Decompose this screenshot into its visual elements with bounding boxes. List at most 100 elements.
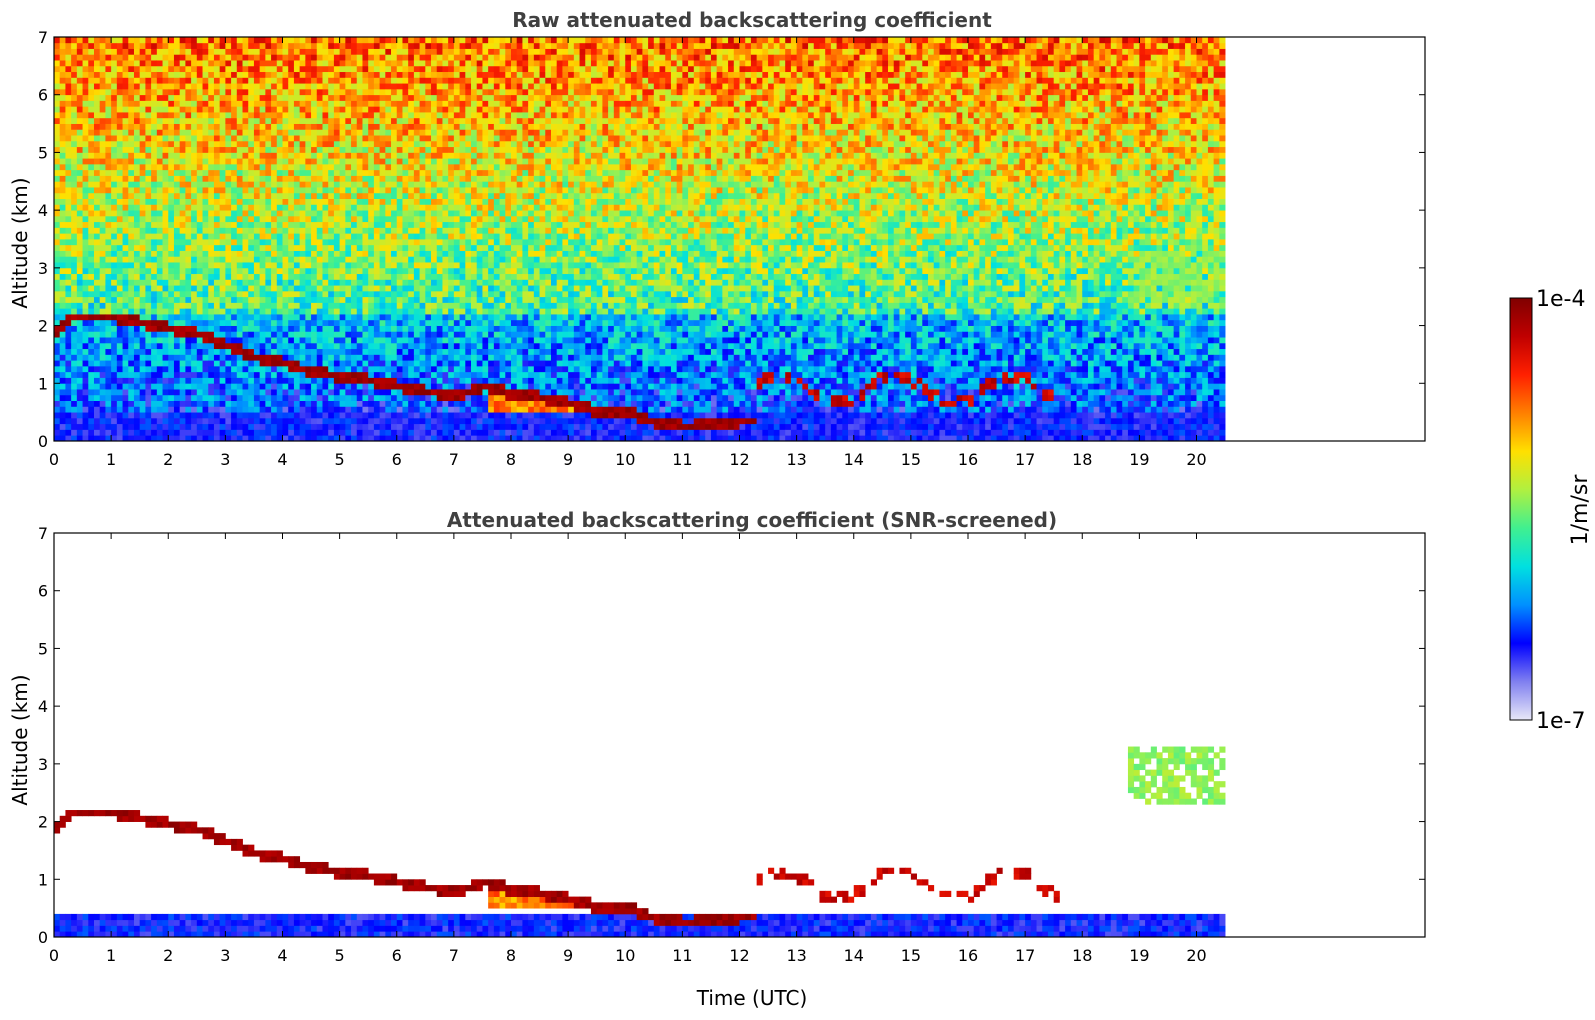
heatmap-cell: [419, 71, 426, 78]
heatmap-cell: [436, 129, 443, 136]
heatmap-cell: [99, 48, 106, 55]
heatmap-cell: [133, 198, 141, 205]
heatmap-cell: [202, 325, 209, 332]
heatmap-cell: [282, 354, 289, 361]
heatmap-cell: [139, 435, 146, 442]
heatmap-cell: [345, 123, 352, 130]
heatmap-cell: [139, 348, 146, 355]
heatmap-cell: [253, 412, 261, 419]
heatmap-cell: [368, 140, 375, 148]
heatmap-cell: [208, 100, 215, 107]
heatmap-cell: [322, 331, 329, 338]
heatmap-cell: [145, 187, 152, 194]
heatmap-cell: [236, 227, 243, 234]
heatmap-cell: [253, 290, 261, 298]
heatmap-cell: [82, 42, 89, 49]
heatmap-cell: [225, 406, 232, 413]
heatmap-cell: [173, 221, 181, 228]
heatmap-cell: [328, 273, 335, 280]
heatmap-cell: [133, 112, 141, 119]
heatmap-cell: [116, 227, 123, 234]
heatmap-cell: [391, 371, 398, 378]
heatmap-cell: [54, 435, 61, 442]
heatmap-cell: [413, 123, 420, 130]
heatmap-cell: [419, 429, 426, 436]
heatmap-cell: [242, 210, 249, 217]
heatmap-cell: [413, 412, 420, 419]
heatmap-cell: [293, 152, 301, 159]
heatmap-cell: [139, 112, 146, 119]
heatmap-cell: [288, 302, 295, 309]
heatmap-cell: [339, 42, 346, 49]
heatmap-cell: [339, 423, 346, 430]
heatmap-cell: [322, 319, 329, 326]
heatmap-cell: [453, 37, 460, 44]
heatmap-cell: [408, 256, 415, 263]
heatmap-cell: [93, 210, 101, 217]
heatmap-cell: [71, 204, 78, 211]
heatmap-cell: [271, 129, 278, 136]
heatmap-cell: [242, 389, 249, 396]
heatmap-cell: [236, 83, 243, 90]
heatmap-cell: [219, 94, 226, 101]
heatmap-cell: [299, 267, 306, 275]
heatmap-cell: [391, 83, 398, 90]
heatmap-cell: [145, 71, 152, 78]
heatmap-cell: [168, 377, 175, 384]
heatmap-cell: [179, 273, 186, 280]
heatmap-cell: [351, 239, 358, 246]
heatmap-cell: [179, 187, 186, 194]
heatmap-cell: [128, 112, 135, 119]
heatmap-cell: [293, 163, 301, 171]
heatmap-cell: [248, 348, 255, 355]
heatmap-cell: [322, 256, 329, 263]
heatmap-cell: [173, 227, 181, 234]
heatmap-cell: [339, 389, 346, 396]
heatmap-cell: [391, 181, 398, 188]
heatmap-cell: [179, 290, 186, 298]
heatmap-cell: [368, 273, 375, 280]
heatmap-cell: [93, 423, 101, 430]
heatmap-cell: [248, 77, 255, 84]
heatmap-cell: [111, 192, 118, 199]
heatmap-cell: [328, 279, 335, 286]
heatmap-cell: [413, 65, 420, 73]
heatmap-cell: [54, 302, 61, 309]
heatmap-cell: [54, 221, 61, 228]
heatmap-cell: [362, 71, 369, 78]
heatmap-cell: [391, 435, 398, 442]
heatmap-cell: [236, 169, 243, 176]
heatmap-cell: [162, 417, 169, 425]
heatmap-cell: [379, 325, 386, 332]
heatmap-cell: [385, 435, 392, 442]
heatmap-cell: [265, 400, 272, 407]
heatmap-cell: [231, 48, 238, 55]
heatmap-cell: [356, 244, 363, 251]
heatmap-cell: [122, 117, 129, 124]
heatmap-cell: [139, 325, 146, 332]
heatmap-cell: [173, 394, 181, 401]
heatmap-cell: [373, 83, 381, 90]
heatmap-cell: [259, 383, 266, 390]
heatmap-cell: [431, 123, 438, 130]
heatmap-cell: [88, 348, 95, 355]
heatmap-cell: [271, 175, 278, 182]
heatmap-cell: [173, 181, 181, 188]
heatmap-cell: [419, 175, 426, 182]
heatmap-cell: [379, 360, 386, 367]
heatmap-cell: [265, 152, 272, 159]
heatmap-cell: [368, 331, 375, 338]
heatmap-cell: [311, 342, 318, 350]
heatmap-cell: [299, 262, 306, 269]
heatmap-cell: [328, 140, 335, 148]
heatmap-cell: [105, 337, 112, 344]
heatmap-cell: [288, 314, 295, 321]
heatmap-cell: [99, 267, 106, 275]
heatmap-cell: [431, 83, 438, 90]
heatmap-cell: [105, 354, 112, 361]
heatmap-cell: [128, 204, 135, 211]
heatmap-cell: [219, 400, 226, 407]
heatmap-cell: [396, 233, 403, 240]
heatmap-cell: [345, 65, 352, 73]
heatmap-cell: [242, 221, 249, 228]
